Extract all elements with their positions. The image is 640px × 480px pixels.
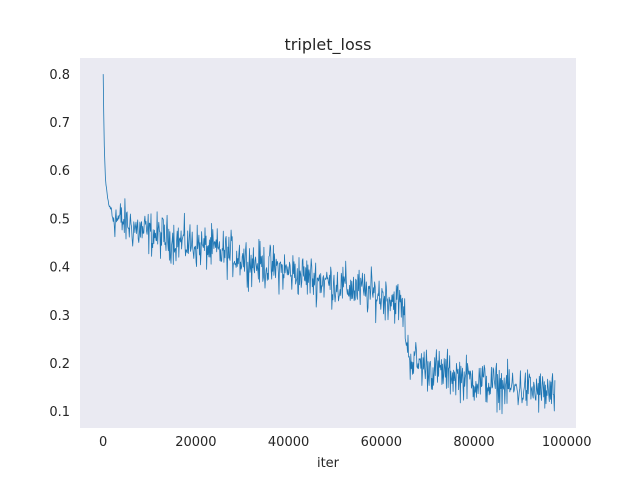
y-tick-label: 0.4 — [49, 261, 70, 276]
y-tick-label: 0.5 — [49, 212, 70, 227]
plot-area — [80, 58, 576, 428]
x-tick-label: 80000 — [453, 435, 494, 450]
x-tick-label: 100000 — [542, 435, 592, 450]
y-tick-label: 0.2 — [49, 357, 70, 372]
y-tick-labels: 0.1 0.2 0.3 0.4 0.5 0.6 0.7 0.8 — [49, 68, 70, 420]
chart-title: triplet_loss — [285, 35, 372, 55]
x-tick-label: 60000 — [361, 435, 402, 450]
x-axis-label: iter — [317, 456, 340, 471]
y-tick-label: 0.3 — [49, 309, 70, 324]
x-tick-label: 0 — [99, 435, 107, 450]
y-tick-label: 0.8 — [49, 68, 70, 83]
y-tick-label: 0.7 — [49, 116, 70, 131]
y-tick-label: 0.1 — [49, 405, 70, 420]
x-tick-label: 20000 — [175, 435, 216, 450]
series-line — [102, 74, 556, 415]
y-tick-label: 0.6 — [49, 164, 70, 179]
x-tick-label: 40000 — [268, 435, 309, 450]
x-tick-labels: 0 20000 40000 60000 80000 100000 — [99, 435, 592, 450]
